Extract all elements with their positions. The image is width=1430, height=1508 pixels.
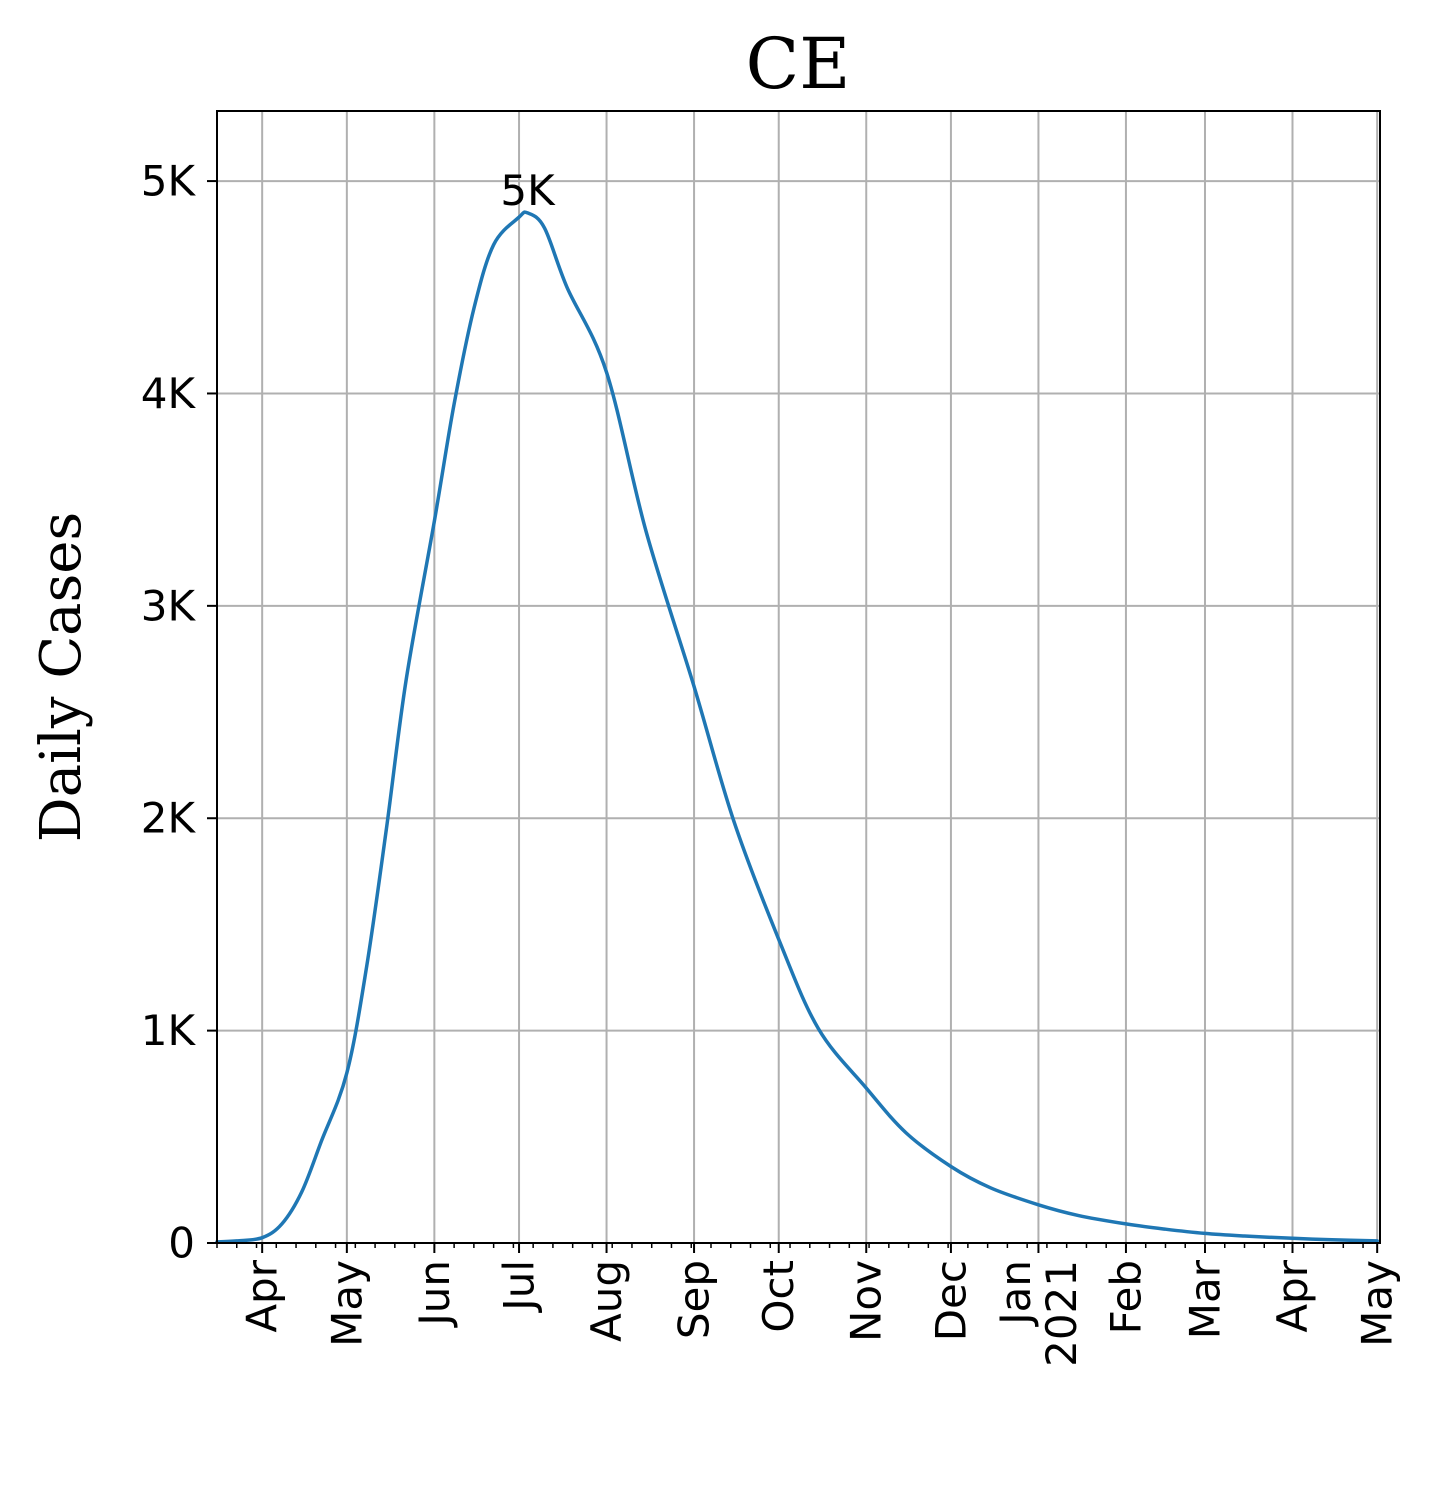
- series-line: [215, 210, 1379, 1244]
- y-axis-label: Daily Cases: [29, 512, 94, 842]
- tick-layer: [207, 180, 1379, 1253]
- x-tick-label: Jan: [991, 1260, 1040, 1328]
- y-tick-label: 4K: [141, 369, 197, 418]
- x-tick-label: 2021: [1037, 1260, 1086, 1367]
- chart-title: CE: [746, 23, 851, 105]
- x-tick-label: Oct: [754, 1260, 803, 1333]
- x-tick-label: Sep: [670, 1260, 719, 1339]
- grid-layer: [217, 111, 1380, 1243]
- y-tick-label: 3K: [141, 581, 197, 630]
- y-tick-label: 2K: [141, 794, 197, 843]
- peak-annotation: 5K: [500, 166, 556, 215]
- y-tick-label: 0: [168, 1219, 195, 1268]
- y-tick-label: 1K: [141, 1006, 197, 1055]
- x-tick-label: Nov: [842, 1260, 891, 1342]
- x-tick-label: Jun: [410, 1260, 459, 1329]
- x-tick-label: Mar: [1180, 1259, 1229, 1339]
- x-tick-label: Feb: [1101, 1260, 1150, 1334]
- plot-frame: [216, 110, 1381, 1244]
- x-tick-label: Aug: [582, 1260, 631, 1342]
- y-tick-label: 5K: [141, 157, 197, 206]
- x-tick-label: Jul: [495, 1260, 544, 1314]
- x-tick-label: May: [322, 1260, 371, 1347]
- x-tick-label: Apr: [1268, 1259, 1317, 1332]
- x-tick-label: Apr: [238, 1259, 287, 1332]
- x-tick-label: Dec: [926, 1260, 975, 1341]
- x-tick-label: May: [1353, 1260, 1402, 1347]
